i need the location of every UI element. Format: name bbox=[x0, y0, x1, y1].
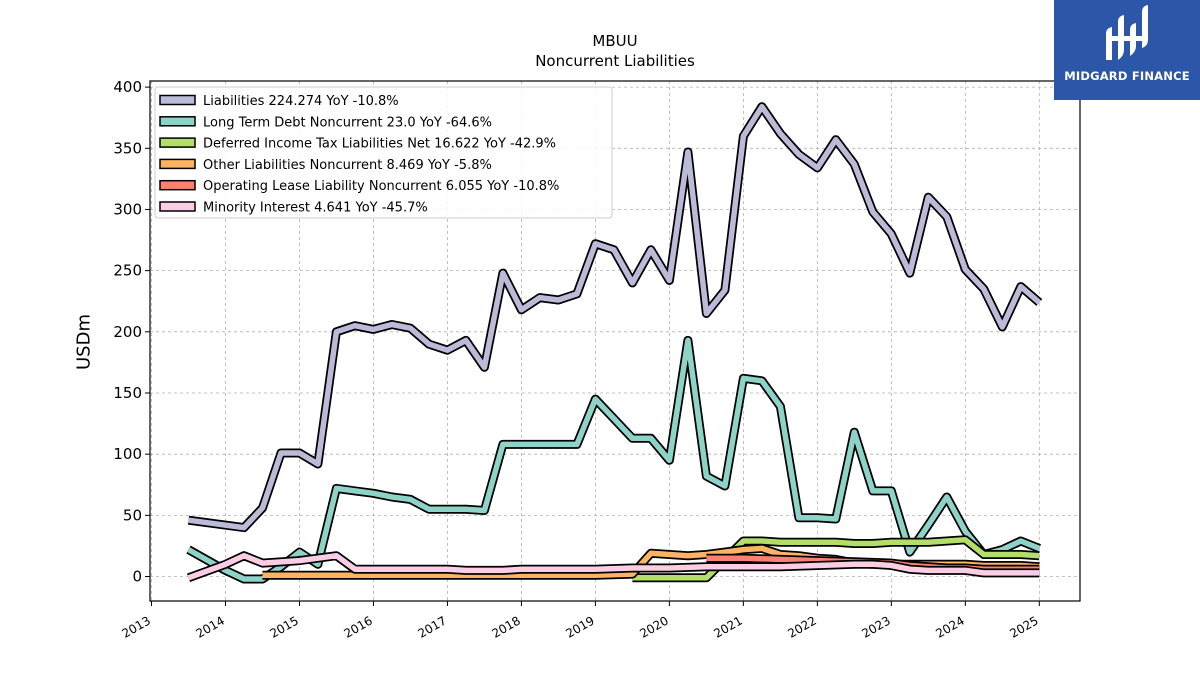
legend-entry: Liabilities 224.274 YoY -10.8% bbox=[203, 94, 399, 109]
x-tick-label: 2019 bbox=[563, 613, 596, 640]
y-tick-label: 150 bbox=[113, 384, 142, 402]
legend-swatch bbox=[159, 94, 196, 106]
x-tick-label: 2025 bbox=[1007, 613, 1040, 640]
y-tick-label: 0 bbox=[132, 568, 142, 586]
legend-swatch bbox=[159, 137, 196, 148]
legend-swatch bbox=[159, 158, 196, 170]
x-tick-label: 2021 bbox=[711, 613, 744, 640]
legend-entry: Other Liabilities Noncurrent 8.469 YoY -… bbox=[203, 158, 492, 173]
y-tick-label: 400 bbox=[113, 78, 142, 96]
legend-entry: Operating Lease Liability Noncurrent 6.0… bbox=[203, 179, 559, 194]
series-line bbox=[187, 337, 1041, 582]
y-tick-label: 100 bbox=[113, 445, 142, 463]
legend: Liabilities 224.274 YoY -10.8% Long Term … bbox=[154, 86, 613, 219]
x-tick-label: 2018 bbox=[489, 613, 522, 640]
brand-logo: MIDGARD FINANCE bbox=[1054, 0, 1200, 100]
x-tick-label: 2023 bbox=[859, 613, 892, 640]
x-tick-label: 2015 bbox=[267, 613, 300, 640]
y-tick-label: 250 bbox=[113, 262, 142, 280]
legend-entry: Minority Interest 4.641 YoY -45.7% bbox=[203, 201, 428, 216]
legend-entry: Long Term Debt Noncurrent 23.0 YoY -64.6… bbox=[203, 115, 492, 130]
series-line bbox=[187, 552, 1040, 581]
brand-name: MIDGARD FINANCE bbox=[1064, 69, 1190, 83]
legend-box bbox=[154, 86, 613, 219]
legend-entry: Deferred Income Tax Liabilities Net 16.6… bbox=[203, 137, 556, 152]
midgard-logo-icon bbox=[1106, 5, 1148, 60]
chart-subtitle: Noncurrent Liabilities bbox=[535, 52, 695, 70]
x-tick-label: 2017 bbox=[415, 613, 448, 640]
y-tick-label: 50 bbox=[123, 506, 142, 524]
x-tick-label: 2020 bbox=[637, 613, 670, 640]
x-tick-label: 2013 bbox=[120, 613, 153, 640]
legend-swatch bbox=[159, 179, 196, 191]
x-tick-label: 2014 bbox=[194, 613, 227, 640]
y-tick-label: 300 bbox=[113, 200, 142, 218]
y-tick-label: 350 bbox=[113, 139, 142, 157]
x-tick-label: 2016 bbox=[341, 613, 374, 640]
y-tick-label: 200 bbox=[113, 323, 142, 341]
y-axis-label: USDm bbox=[73, 314, 95, 370]
legend-swatch bbox=[159, 201, 196, 212]
chart-title: MBUU bbox=[592, 32, 638, 50]
legend-swatch bbox=[159, 116, 196, 127]
x-tick-label: 2024 bbox=[933, 613, 966, 640]
x-tick-label: 2022 bbox=[785, 613, 818, 640]
plot-frame bbox=[149, 80, 1081, 602]
series-line bbox=[188, 103, 1042, 531]
